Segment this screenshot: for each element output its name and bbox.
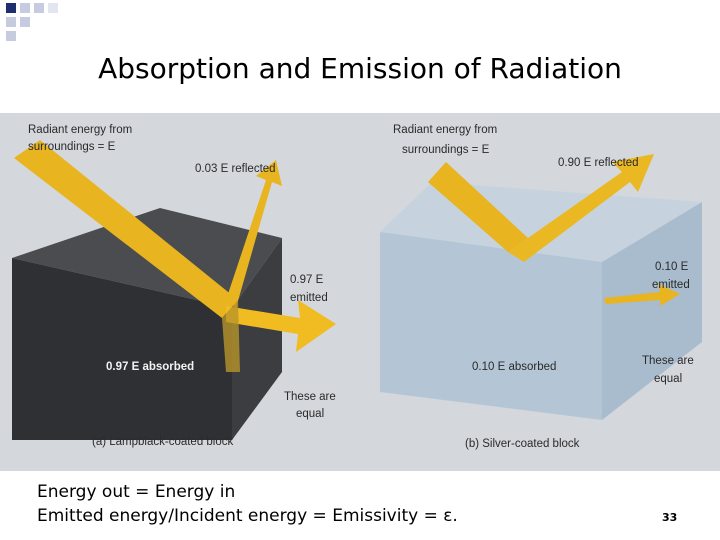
emitted-label: emitted bbox=[290, 292, 328, 304]
left-arrows bbox=[14, 140, 336, 372]
emitted-label: 0.97 E bbox=[290, 274, 324, 286]
body-line: Energy out = Energy in bbox=[37, 482, 235, 502]
body-line: Emitted energy/Incident energy = Emissiv… bbox=[37, 506, 458, 526]
emitted-label: 0.10 E bbox=[655, 261, 689, 273]
incident-label: Radiant energy from bbox=[393, 124, 497, 136]
corner-decoration bbox=[0, 0, 720, 41]
equal-label: equal bbox=[296, 408, 324, 420]
incident-label: surroundings = E bbox=[402, 144, 490, 156]
reflected-label: 0.03 E reflected bbox=[195, 163, 276, 175]
absorbed-label: 0.97 E absorbed bbox=[106, 361, 194, 373]
equal-label: These are bbox=[642, 355, 694, 367]
equal-label: equal bbox=[654, 373, 682, 385]
page-number: 33 bbox=[662, 511, 677, 524]
panel-caption: (b) Silver-coated block bbox=[465, 438, 580, 450]
incident-label: surroundings = E bbox=[28, 141, 116, 153]
panel-caption: (a) Lampblack-coated block bbox=[92, 436, 234, 448]
reflected-label: 0.90 E reflected bbox=[558, 157, 639, 169]
incident-label: Radiant energy from bbox=[28, 124, 132, 136]
equal-label: These are bbox=[284, 391, 336, 403]
right-arrows bbox=[428, 154, 680, 306]
emitted-label: emitted bbox=[652, 279, 690, 291]
slide-title: Absorption and Emission of Radiation bbox=[98, 52, 622, 85]
absorbed-label: 0.10 E absorbed bbox=[472, 361, 556, 373]
